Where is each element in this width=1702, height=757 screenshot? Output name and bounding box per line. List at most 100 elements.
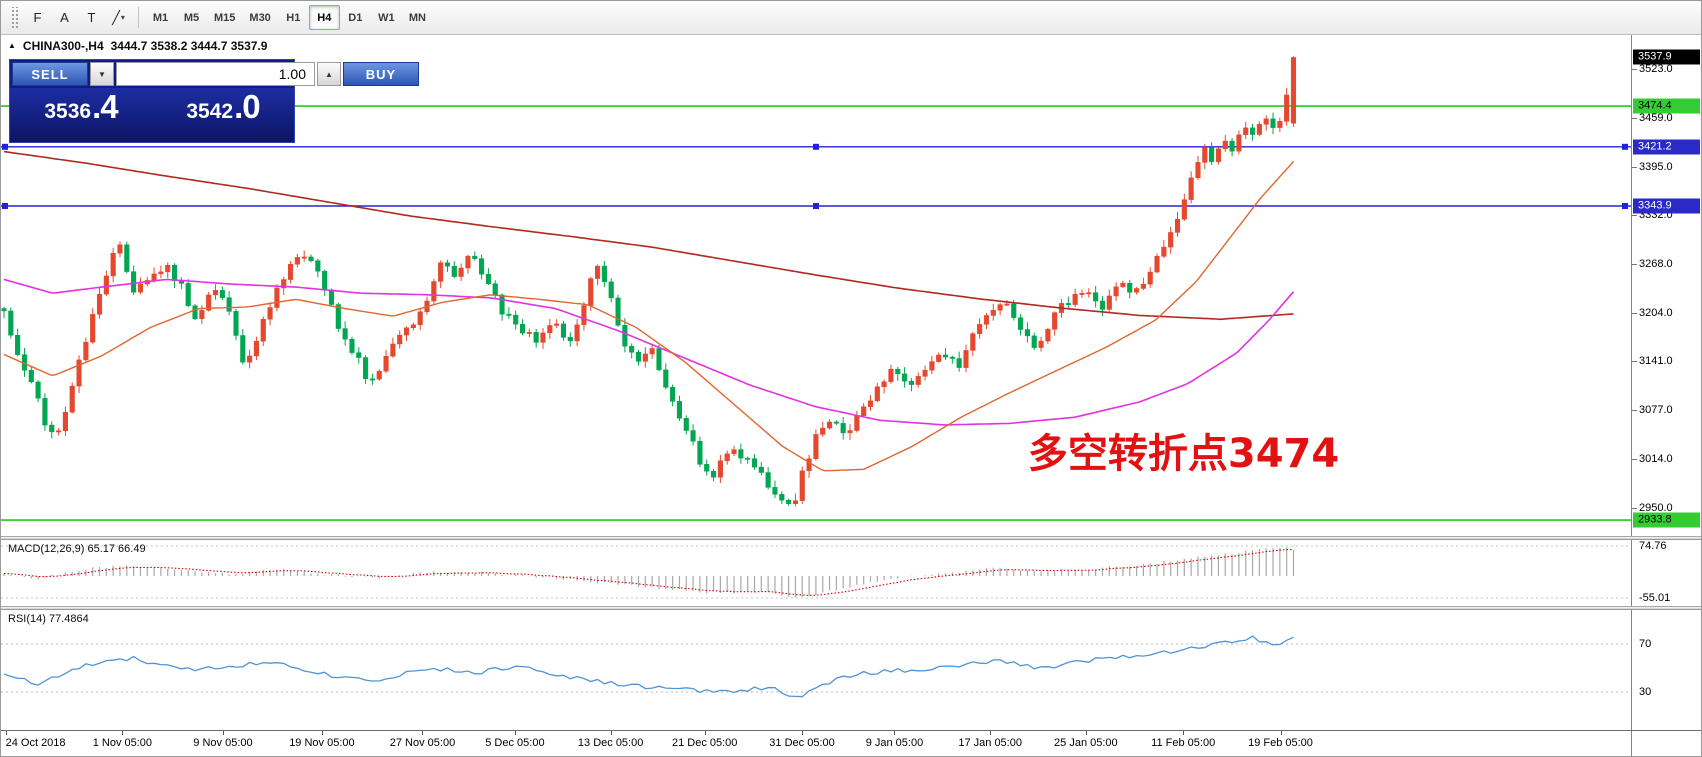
macd-scale[interactable]: 74.76 -55.01 — [1631, 540, 1701, 606]
time-tick-mark — [422, 731, 424, 735]
time-axis-label: 19 Nov 05:00 — [289, 737, 355, 749]
toolbar-separator — [138, 7, 139, 28]
time-axis-label: 19 Feb 05:00 — [1248, 737, 1313, 749]
rsi-svg — [1, 635, 1631, 698]
timeframe-button-m15[interactable]: M15 — [207, 5, 242, 30]
time-axis-corner — [1631, 731, 1701, 756]
price-scale[interactable]: 3523.0 3459.0 3395.0 3332.0 3268.0 3204.0 3141… — [1631, 35, 1701, 536]
panel-divider[interactable] — [1, 536, 1701, 540]
price-tick-mark — [1632, 215, 1637, 217]
timeframe-button-mn[interactable]: MN — [402, 5, 433, 30]
price-tick-mark — [1632, 361, 1637, 363]
rsi-canvas[interactable]: RSI(14) 77.4864 — [1, 610, 1631, 730]
time-tick-mark — [1183, 731, 1185, 735]
chart-text-annotation[interactable]: 多空转折点3474 — [1027, 430, 1340, 477]
macd-histogram — [3, 547, 1295, 598]
timeframe-button-w1[interactable]: W1 — [371, 5, 402, 30]
time-tick-mark — [894, 731, 896, 735]
hline-3421-handle[interactable] — [2, 143, 8, 150]
price-badge-3537-9: 3537.9 — [1633, 49, 1700, 65]
buy-price-main: 3542 — [186, 100, 234, 123]
ma-slow-line — [3, 150, 1294, 321]
text-icon[interactable]: A — [51, 5, 78, 30]
price-tick-mark — [1632, 117, 1637, 119]
time-tick-mark — [321, 731, 323, 735]
hline-3421-handle[interactable] — [1622, 143, 1628, 150]
sell-price-main: 3536 — [44, 100, 92, 123]
ma-fast-line — [3, 161, 1295, 472]
price-tick-label: 3523.0 — [1639, 62, 1673, 75]
timeframe-button-m30[interactable]: M30 — [242, 5, 277, 30]
dropdown-caret-icon: ▾ — [120, 13, 125, 22]
sell-price-display: 3536 .4 — [10, 88, 152, 142]
one-click-trading-panel: SELL ▼ ▲ BUY 3536 .4 3542 .0 — [9, 59, 419, 143]
time-tick-mark — [122, 731, 124, 735]
time-tick-mark — [1280, 731, 1282, 735]
time-axis-label: 13 Dec 05:00 — [577, 737, 644, 749]
time-axis-label: 17 Jan 05:00 — [958, 737, 1022, 749]
timeframe-button-d1[interactable]: D1 — [340, 5, 371, 30]
text-label-icon[interactable]: T — [78, 5, 105, 30]
hline-3421-handle[interactable] — [813, 143, 819, 150]
time-tick-mark — [1085, 731, 1087, 735]
time-tick-mark — [704, 731, 706, 735]
time-axis[interactable]: 24 Oct 2018 1 Nov 05:00 9 Nov 05:00 19 Nov … — [1, 730, 1701, 756]
hline-3343-handle[interactable] — [1622, 203, 1628, 210]
symbol-period-label: CHINA300-,H4 — [22, 39, 104, 53]
macd-scale-label: 74.76 — [1639, 540, 1667, 552]
time-axis-label: 9 Nov 05:00 — [193, 737, 253, 749]
price-tick-label: 2950.0 — [1639, 501, 1673, 514]
sell-button[interactable]: SELL — [12, 62, 88, 86]
time-tick-mark — [514, 731, 516, 735]
hline-3343-handle[interactable] — [2, 203, 8, 210]
shapes-dropdown-icon[interactable]: ╱ ▾ — [105, 5, 132, 30]
buy-price-display: 3542 .0 — [152, 88, 294, 142]
volume-decrease-button[interactable]: ▼ — [90, 62, 114, 86]
chart-canvas[interactable]: ▲ CHINA300-,H4 3444.7 3538.2 3444.7 3537… — [1, 35, 1631, 536]
price-tick-label: 3141.0 — [1639, 355, 1673, 368]
macd-svg — [1, 545, 1631, 599]
time-tick-mark — [802, 731, 804, 735]
time-axis-label: 25 Jan 05:00 — [1054, 737, 1118, 749]
toolbar-drag-handle[interactable] — [10, 6, 19, 29]
price-tick-mark — [1632, 166, 1637, 168]
time-tick-mark — [222, 731, 224, 735]
fibonacci-icon[interactable]: F — [24, 5, 51, 30]
timeframe-button-m5[interactable]: M5 — [176, 5, 207, 30]
buy-price-pips: .0 — [234, 88, 261, 125]
price-badge-3421-2: 3421.2 — [1633, 139, 1700, 155]
rsi-scale[interactable]: 70 30 — [1631, 610, 1701, 730]
candlestick-series — [1, 56, 1297, 507]
price-tick-label: 3077.0 — [1639, 404, 1673, 417]
price-chart-svg — [1, 56, 1631, 521]
panel-divider[interactable] — [1, 606, 1701, 610]
rsi-scale-label-30: 30 — [1639, 686, 1652, 698]
macd-scale-label: -55.01 — [1639, 592, 1671, 604]
price-tick-mark — [1632, 410, 1637, 412]
price-tick-mark — [1632, 507, 1637, 509]
macd-canvas[interactable]: MACD(12,26,9) 65.17 66.49 — [1, 540, 1631, 606]
buy-button[interactable]: BUY — [343, 62, 419, 86]
volume-input[interactable] — [116, 62, 315, 86]
price-tick-mark — [1632, 313, 1637, 315]
timeframe-button-m1[interactable]: M1 — [145, 5, 176, 30]
timeframe-button-h1[interactable]: H1 — [278, 5, 309, 30]
rsi-line — [3, 635, 1294, 698]
price-tick-label: 3014.0 — [1639, 452, 1673, 465]
volume-increase-button[interactable]: ▲ — [317, 62, 341, 86]
timeframe-buttons-group: M1 M5 M15 M30 H1 H4 D1 W1 MN — [145, 5, 433, 30]
timeframe-button-h4[interactable]: H4 — [308, 5, 340, 30]
rsi-panel: RSI(14) 77.4864 70 30 — [1, 610, 1701, 730]
time-axis-label: 9 Jan 05:00 — [865, 737, 924, 749]
price-tick-mark — [1632, 264, 1637, 266]
price-tick-label: 3395.0 — [1639, 160, 1673, 173]
ohlc-values: 3444.7 3538.2 3444.7 3537.9 — [110, 39, 268, 53]
price-tick-label: 3268.0 — [1639, 258, 1673, 271]
hline-3343-handle[interactable] — [813, 203, 819, 210]
time-axis-label: 31 Dec 05:00 — [769, 737, 835, 749]
horizontal-lines — [1, 105, 1631, 521]
sell-price-pips: .4 — [92, 88, 119, 125]
time-axis-label: 21 Dec 05:00 — [671, 737, 738, 749]
price-tick-mark — [1632, 458, 1637, 460]
